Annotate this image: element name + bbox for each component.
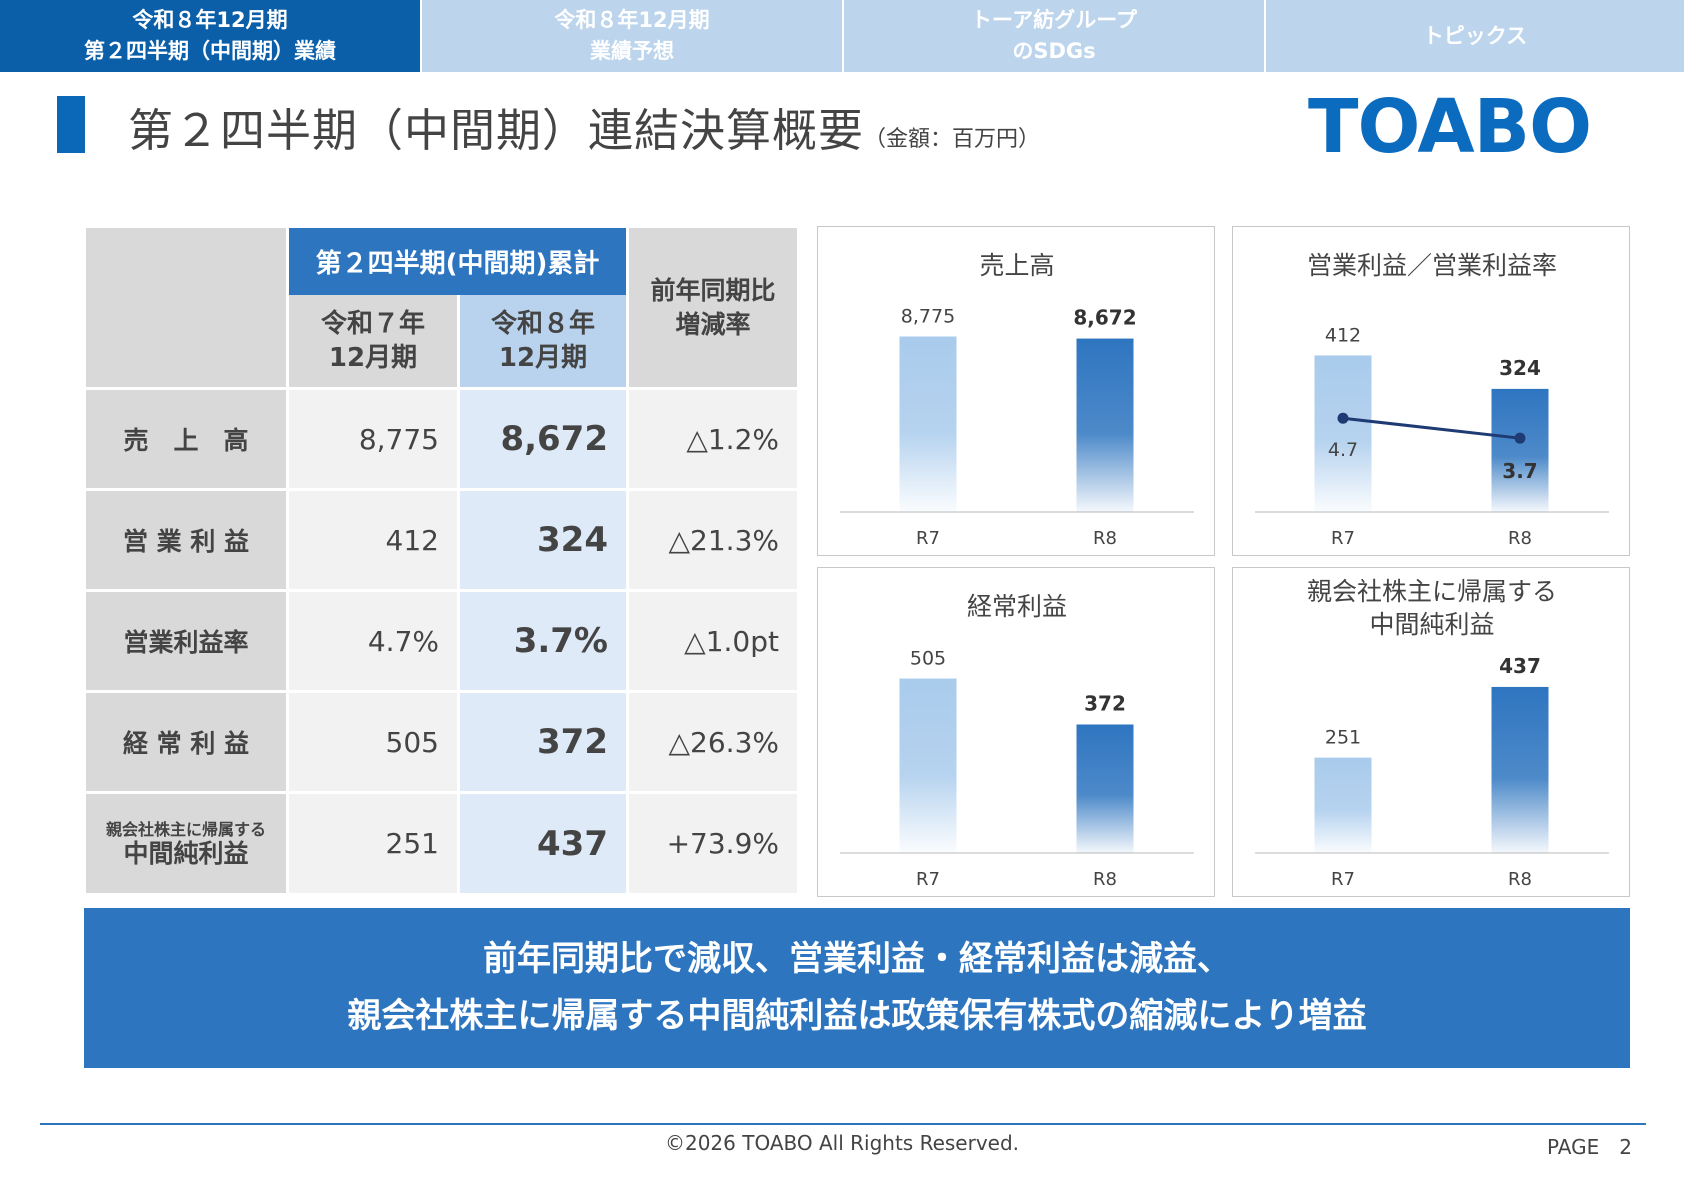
chart-value-label: 324 <box>1499 356 1541 380</box>
chart-svg: 親会社株主に帰属する中間純利益 251 R7 437 R8 <box>1255 577 1609 890</box>
value-curr: 372 <box>460 693 629 794</box>
chart-line-margin <box>1342 416 1521 440</box>
chart-bar-r7 <box>1314 757 1372 853</box>
chart-svg: 経常利益 505 R7 372 R8 <box>840 592 1194 890</box>
value-prev: 8,775 <box>289 390 460 491</box>
value-change: △26.3% <box>629 693 797 794</box>
chart-sales: 売上高 8,775 R7 8,672 R8 <box>817 226 1215 556</box>
chart-value-label: 437 <box>1499 654 1541 678</box>
table-row: 営業利益率 4.7% 3.7% △1.0pt <box>86 592 797 693</box>
tab-sdgs[interactable]: トーア紡グループ のSDGs <box>844 0 1264 72</box>
chart-line-label: 3.7 <box>1502 459 1537 483</box>
tab-bar: 令和８年12月期 第２四半期（中間期）業績 令和８年12月期 業績予想 トーア紡… <box>0 0 1684 72</box>
title-accent-bar <box>57 96 85 153</box>
copyright: ©2026 TOABO All Rights Reserved. <box>664 1131 1020 1155</box>
header-prev-period: 令和７年 12月期 <box>289 295 460 390</box>
chart-category-label: R8 <box>1093 528 1117 549</box>
chart-bar-r7 <box>899 678 957 853</box>
chart-category-label: R8 <box>1508 528 1532 549</box>
table-row: 親会社株主に帰属する 中間純利益 251 437 +73.9% <box>86 794 797 893</box>
chart-bar-r7 <box>899 336 957 512</box>
chart-bar-r7 <box>1314 355 1372 512</box>
header-q2-cumulative: 第２四半期(中間期)累計 <box>289 228 629 295</box>
row-label: 売 上 高 <box>86 390 289 491</box>
value-change: △1.2% <box>629 390 797 491</box>
chart-bar-r8 <box>1076 338 1134 512</box>
chart-bar-r8 <box>1491 388 1549 512</box>
summary-banner: 前年同期比で減収、営業利益・経常利益は減益、 親会社株主に帰属する中間純利益は政… <box>84 908 1630 1068</box>
chart-category-label: R8 <box>1508 869 1532 890</box>
tab-q2-results[interactable]: 令和８年12月期 第２四半期（中間期）業績 <box>0 0 420 72</box>
chart-category-label: R7 <box>1331 528 1355 549</box>
row-label: 営業利益率 <box>86 592 289 693</box>
chart-value-label: 372 <box>1084 691 1126 715</box>
chart-line-label: 4.7 <box>1328 439 1358 461</box>
chart-line-point <box>1514 432 1526 444</box>
chart-operating-income: 営業利益／営業利益率 412 R7 324 R8 4.7 3.7 <box>1232 226 1630 556</box>
value-prev: 412 <box>289 491 460 592</box>
chart-ordinary-income: 経常利益 505 R7 372 R8 <box>817 567 1215 897</box>
chart-category-label: R7 <box>1331 869 1355 890</box>
value-change: +73.9% <box>629 794 797 893</box>
row-label: 親会社株主に帰属する 中間純利益 <box>86 794 289 893</box>
chart-value-label: 8,775 <box>901 306 955 328</box>
value-prev: 251 <box>289 794 460 893</box>
row-label-small: 親会社株主に帰属する <box>105 819 266 839</box>
value-change: △1.0pt <box>629 592 797 693</box>
table-row: 営 業 利 益 412 324 △21.3% <box>86 491 797 592</box>
header-curr-period: 令和８年 12月期 <box>460 295 629 390</box>
chart-svg: 営業利益／営業利益率 412 R7 324 R8 4.7 3.7 <box>1255 251 1609 549</box>
chart-category-label: R7 <box>916 869 940 890</box>
chart-bar-r8 <box>1076 724 1134 853</box>
chart-value-label: 505 <box>910 648 946 670</box>
chart-line-point <box>1337 412 1349 424</box>
toabo-logo: TOABO <box>1308 84 1592 170</box>
value-curr: 324 <box>460 491 629 592</box>
chart-svg: 売上高 8,775 R7 8,672 R8 <box>840 251 1194 549</box>
value-curr: 437 <box>460 794 629 893</box>
tab-forecast[interactable]: 令和８年12月期 業績予想 <box>422 0 842 72</box>
header-yoy-change: 前年同期比 増減率 <box>629 228 797 390</box>
table-corner <box>86 228 289 390</box>
chart-category-label: R8 <box>1093 869 1117 890</box>
page-number: PAGE 2 <box>1547 1135 1632 1159</box>
footer-divider <box>40 1123 1646 1125</box>
chart-value-label: 8,672 <box>1073 306 1136 330</box>
chart-bar-r8 <box>1491 686 1549 853</box>
chart-title: 売上高 <box>979 251 1054 280</box>
chart-value-label: 412 <box>1325 324 1361 346</box>
value-prev: 505 <box>289 693 460 794</box>
table-row: 売 上 高 8,775 8,672 △1.2% <box>86 390 797 491</box>
chart-title: 経常利益 <box>967 592 1067 621</box>
row-label: 営 業 利 益 <box>86 491 289 592</box>
summary-line-2: 親会社株主に帰属する中間純利益は政策保有株式の縮減により増益 <box>347 996 1367 1036</box>
row-label: 経 常 利 益 <box>86 693 289 794</box>
chart-title: 中間純利益 <box>1369 610 1494 639</box>
table-row: 経 常 利 益 505 372 △26.3% <box>86 693 797 794</box>
chart-category-label: R7 <box>916 528 940 549</box>
value-curr: 3.7% <box>460 592 629 693</box>
row-label-big: 中間純利益 <box>123 838 249 868</box>
chart-net-income: 親会社株主に帰属する 中間純利益 251 R7 437 R8 <box>1232 567 1630 897</box>
results-table: 第２四半期(中間期)累計 前年同期比 増減率 令和７年 12月期 令和８年 12… <box>86 228 797 893</box>
summary-line-1: 前年同期比で減収、営業利益・経常利益は減益、 <box>483 939 1231 979</box>
value-prev: 4.7% <box>289 592 460 693</box>
page-title-text: 第２四半期（中間期）連結決算概要 <box>128 104 865 157</box>
chart-title: 親会社株主に帰属する <box>1307 577 1557 606</box>
chart-title: 営業利益／営業利益率 <box>1307 251 1557 280</box>
chart-value-label: 251 <box>1325 727 1361 749</box>
value-curr: 8,672 <box>460 390 629 491</box>
value-change: △21.3% <box>629 491 797 592</box>
page-title: 第２四半期（中間期）連結決算概要（金額：百万円） <box>128 94 1040 159</box>
amount-unit: （金額：百万円） <box>864 127 1041 152</box>
tab-topics[interactable]: トピックス <box>1266 0 1684 72</box>
